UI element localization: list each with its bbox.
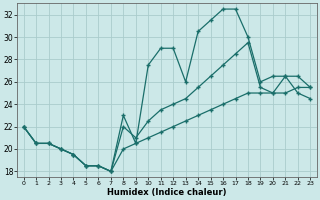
X-axis label: Humidex (Indice chaleur): Humidex (Indice chaleur) bbox=[107, 188, 227, 197]
